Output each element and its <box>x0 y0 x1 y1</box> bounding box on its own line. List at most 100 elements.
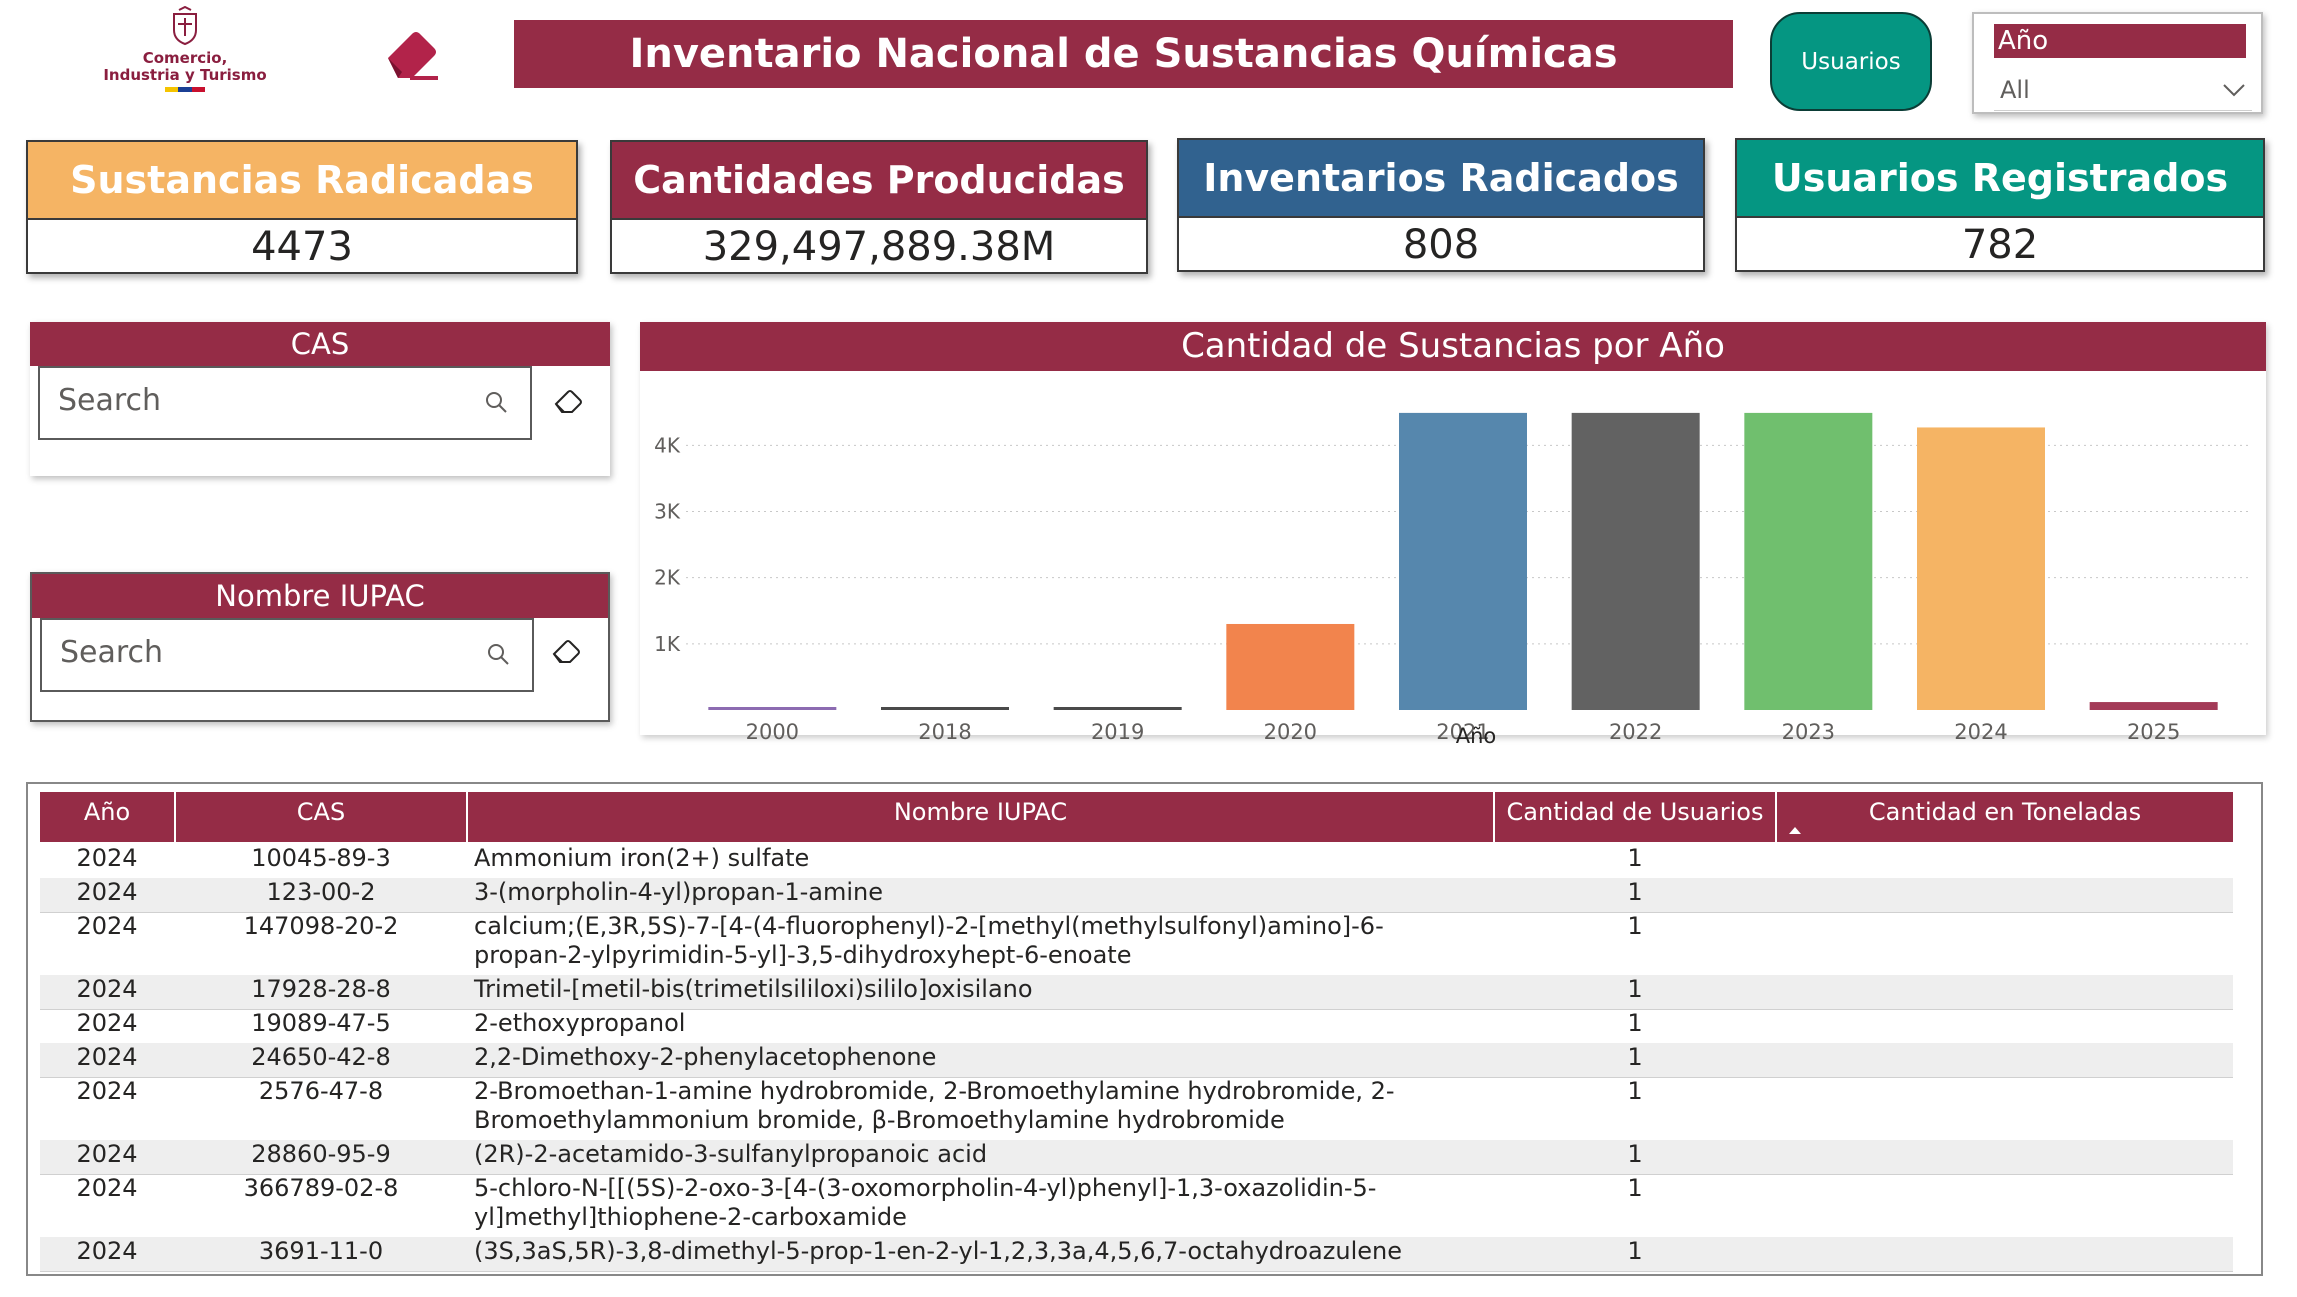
cell-cantidad-usuarios: 1 <box>1627 844 1643 872</box>
cell-cantidad-usuarios: 1 <box>1627 1009 1643 1037</box>
cell-cantidad-usuarios: 1 <box>1627 975 1643 1003</box>
sustancias-por-anio-chart: Cantidad de Sustancias por Año 1K 2K 3K 4K 2… <box>640 322 2266 748</box>
cell-cantidad-usuarios: 1 <box>1627 1140 1643 1168</box>
row-divider <box>40 912 2233 913</box>
cell-cas: 366789-02-8 <box>243 1174 399 1202</box>
cell-nombre-line: (3S,3aS,5R)-3,8-dimethyl-5-prop-1-en-2-y… <box>474 1237 1402 1265</box>
cas-slicer: CAS Search <box>30 322 610 476</box>
kpi-sustancias-radicadas: Sustancias Radicadas 4473 <box>26 140 578 274</box>
y-tick-label: 1K <box>654 632 681 656</box>
bar-2020[interactable] <box>1226 623 1355 710</box>
cas-search-input[interactable]: Search <box>38 366 532 440</box>
table-row[interactable]: 2024 147098-20-2 calcium;(E,3R,5S)-7-[4-(4… <box>40 912 2233 975</box>
y-tick-label: 3K <box>654 499 681 523</box>
anio-slicer: Año All <box>1972 12 2263 114</box>
table-row[interactable]: 2024 2576-47-8 2-Bromoethan-1-amine hydrob… <box>40 1077 2233 1140</box>
x-axis-title: Año <box>1456 724 1497 748</box>
bar-2025[interactable] <box>2089 702 2218 710</box>
bar-2023[interactable] <box>1744 412 1873 710</box>
x-tick-label: 2021 <box>1436 720 1489 744</box>
cell-nombre-line: Trimetil-[metil-bis(trimetilsililoxi)sil… <box>474 975 1033 1003</box>
table-row[interactable]: 2024 17928-28-8 Trimetil-[metil-bis(trimet… <box>40 975 2233 1009</box>
kpi-inventarios-radicados: Inventarios Radicados 808 <box>1177 138 1705 272</box>
table-row[interactable]: 2024 24650-42-8 2,2-Dimethoxy-2-phenylacet… <box>40 1043 2233 1077</box>
table-row[interactable]: 2024 366789-02-8 5-chloro-N-[[(5S)-2-oxo-3… <box>40 1174 2233 1237</box>
clear-filters-eraser-icon[interactable] <box>382 26 442 82</box>
x-tick-label: 2020 <box>1264 720 1317 744</box>
cell-cas: 19089-47-5 <box>251 1009 391 1037</box>
row-divider <box>40 1174 2233 1175</box>
page-title: Inventario Nacional de Sustancias Químic… <box>514 20 1733 88</box>
cell-nombre-line: 5-chloro-N-[[(5S)-2-oxo-3-[4-(3-oxomorph… <box>474 1174 1377 1202</box>
row-divider <box>40 1271 2233 1272</box>
bar-2019[interactable] <box>1053 707 1182 710</box>
bar-2024[interactable] <box>1917 427 2045 710</box>
cell-anio: 2024 <box>76 1043 138 1071</box>
cell-nombre-line: calcium;(E,3R,5S)-7-[4-(4-fluorophenyl)-… <box>474 912 1384 940</box>
search-icon <box>486 392 507 413</box>
y-tick-label: 2K <box>654 566 681 590</box>
cell-nombre-line: Ammonium iron(2+) sulfate <box>474 844 810 872</box>
bar-chart: 1K 2K 3K 4K 2000 2018 2019 2020 2021 2022 2023 2024… <box>654 412 2250 748</box>
bar-2018[interactable] <box>881 707 1009 710</box>
cell-nombre-iupac: (2R)-2-acetamido-3-sulfanylpropanoic aci… <box>474 1140 1494 1169</box>
usuarios-button[interactable]: Usuarios <box>1770 12 1932 111</box>
cell-nombre-line: Bromoethylammonium bromide, β-Bromoethyl… <box>474 1106 1285 1134</box>
column-header-cantidad-usuarios[interactable]: Cantidad de Usuarios <box>1495 792 1775 842</box>
table-row[interactable]: 2024 28860-95-9 (2R)-2-acetamido-3-sulfany… <box>40 1140 2233 1174</box>
cell-anio: 2024 <box>76 1009 138 1037</box>
x-tick-label: 2022 <box>1609 720 1662 744</box>
column-header-nombre-iupac[interactable]: Nombre IUPAC <box>468 792 1493 842</box>
table-row[interactable]: 2024 10045-89-3 Ammonium iron(2+) sulfate 1 <box>40 844 2233 878</box>
eraser-icon[interactable] <box>552 388 584 414</box>
iupac-search-input[interactable]: Search <box>40 618 534 692</box>
y-tick-label: 4K <box>654 433 681 457</box>
x-tick-label: 2025 <box>2127 720 2180 744</box>
bar-2021[interactable] <box>1399 412 1527 710</box>
kpi-value: 782 <box>1961 222 2039 268</box>
cell-cas: 17928-28-8 <box>251 975 391 1003</box>
cell-nombre-iupac: Trimetil-[metil-bis(trimetilsililoxi)sil… <box>474 975 1494 1004</box>
cell-cantidad-usuarios: 1 <box>1627 1043 1643 1071</box>
table-row[interactable]: 2024 123-00-2 3-(morpholin-4-yl)propan-1-a… <box>40 878 2233 912</box>
logo-text-line1: Comercio, <box>142 49 228 67</box>
cell-nombre-iupac: 3-(morpholin-4-yl)propan-1-amine <box>474 878 1494 907</box>
cell-nombre-iupac: Ammonium iron(2+) sulfate <box>474 844 1494 873</box>
cell-cantidad-usuarios: 1 <box>1627 912 1643 940</box>
cell-nombre-line: propan-2-ylpyrimidin-5-yl]-3,5-dihydroxy… <box>474 941 1132 969</box>
cell-nombre-iupac: (3S,3aS,5R)-3,8-dimethyl-5-prop-1-en-2-y… <box>474 1237 1494 1266</box>
column-header-anio[interactable]: Año <box>40 792 174 842</box>
kpi-value: 4473 <box>251 224 353 270</box>
bar-2000[interactable] <box>708 707 837 710</box>
eraser-icon[interactable] <box>550 638 582 664</box>
column-header-cas[interactable]: CAS <box>176 792 466 842</box>
cell-anio: 2024 <box>76 1174 138 1202</box>
column-header-cantidad-toneladas[interactable]: Cantidad en Toneladas <box>1777 792 2233 842</box>
x-tick-label: 2018 <box>918 720 971 744</box>
cell-nombre-iupac: 2-ethoxypropanol <box>474 1009 1494 1038</box>
x-tick-label: 2019 <box>1091 720 1144 744</box>
cell-anio: 2024 <box>76 878 138 906</box>
cell-anio: 2024 <box>76 975 138 1003</box>
cas-slicer-label: CAS <box>30 322 610 366</box>
cell-cantidad-usuarios: 1 <box>1627 1237 1643 1265</box>
ministry-logo: Comercio, Industria y Turismo <box>90 5 280 102</box>
table-row[interactable]: 2024 3691-11-0 (3S,3aS,5R)-3,8-dimethyl-5-… <box>40 1237 2233 1271</box>
table-row[interactable]: 2024 19089-47-5 2-ethoxypropanol 1 <box>40 1009 2233 1043</box>
iupac-slicer: Nombre IUPAC Search <box>30 572 610 722</box>
bar-2022[interactable] <box>1571 412 1700 710</box>
anio-dropdown[interactable]: All <box>1994 70 2252 111</box>
anio-dropdown-value: All <box>2000 76 2030 104</box>
coat-of-arms-icon <box>173 5 197 46</box>
kpi-value: 808 <box>1402 222 1480 268</box>
chevron-down-icon <box>2223 84 2245 97</box>
cell-cas: 147098-20-2 <box>243 912 399 940</box>
cell-nombre-line: (2R)-2-acetamido-3-sulfanylpropanoic aci… <box>474 1140 988 1168</box>
cell-cas: 10045-89-3 <box>251 844 391 872</box>
kpi-cantidades-producidas: Cantidades Producidas 329,497,889.38M <box>610 140 1148 274</box>
cell-nombre-iupac: 5-chloro-N-[[(5S)-2-oxo-3-[4-(3-oxomorph… <box>474 1174 1494 1232</box>
search-icon <box>488 644 509 665</box>
search-placeholder: Search <box>58 383 162 418</box>
cell-nombre-line: 3-(morpholin-4-yl)propan-1-amine <box>474 878 884 906</box>
cell-nombre-iupac: 2,2-Dimethoxy-2-phenylacetophenone <box>474 1043 1494 1072</box>
